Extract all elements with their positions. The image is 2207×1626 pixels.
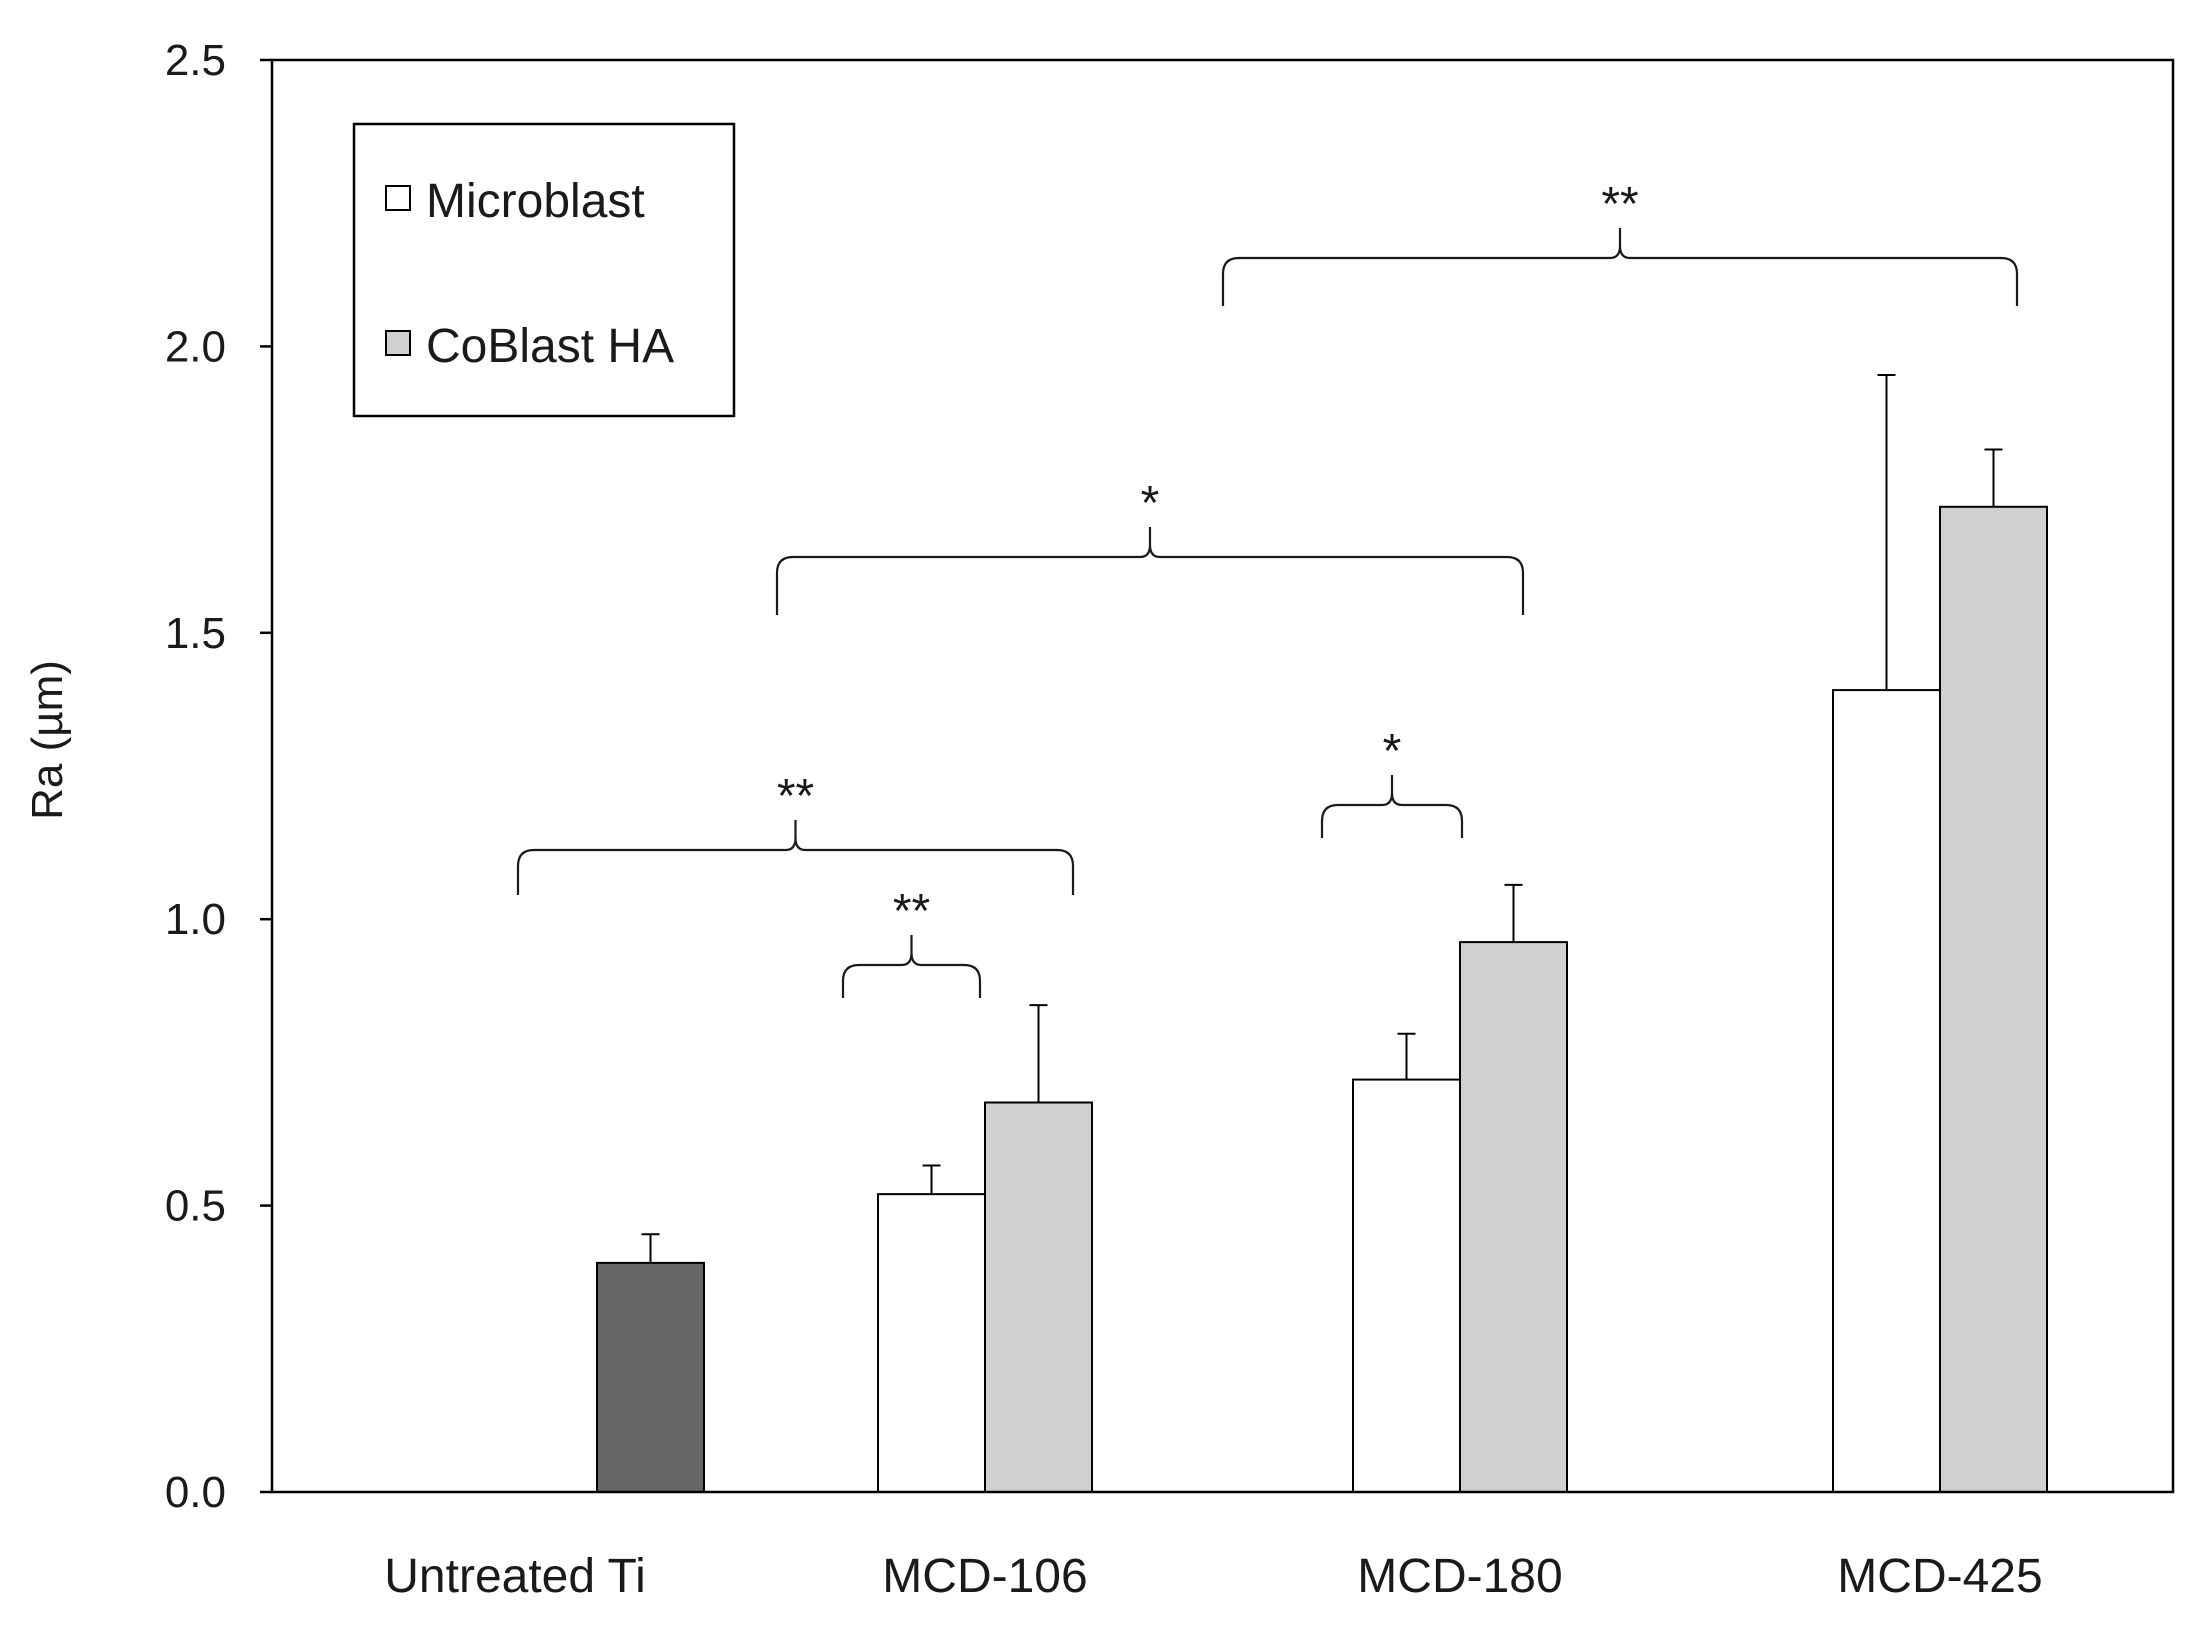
- legend-swatch-microblast: [385, 185, 411, 211]
- x-tick-label-mcd-180: MCD-180: [1357, 1550, 1562, 1603]
- bar-mcd-180-coblast-ha: [1459, 941, 1568, 1493]
- bar-mcd-180-microblast: [1352, 1078, 1461, 1493]
- plot-frame: [270, 58, 2175, 1494]
- y-axis: 0.0 0.5 1.0 1.5 2.0 2.5: [165, 36, 272, 1517]
- significance-label-3: *: [1141, 477, 1160, 530]
- x-tick-label-mcd-425: MCD-425: [1837, 1550, 2042, 1603]
- y-tick-label-5: 2.5: [165, 36, 226, 85]
- y-tick-label-4: 2.0: [165, 322, 226, 371]
- significance-label-4: **: [1601, 178, 1638, 231]
- x-tick-label-untreated-ti: Untreated Ti: [384, 1550, 645, 1603]
- significance-bracket-4: [1221, 228, 2019, 306]
- y-tick-label-1: 0.5: [165, 1182, 226, 1231]
- significance-bracket-0: [841, 935, 982, 998]
- significance-label-0: **: [893, 885, 930, 938]
- x-tick-label-mcd-106: MCD-106: [882, 1550, 1087, 1603]
- significance-label-1: **: [777, 770, 814, 823]
- legend-box: [352, 122, 736, 418]
- significance-bracket-3: [775, 527, 1525, 615]
- bar-mcd-106-coblast-ha: [984, 1101, 1093, 1493]
- y-tick-label-3: 1.5: [165, 609, 226, 658]
- y-tick-label-2: 1.0: [165, 895, 226, 944]
- bars-group: [596, 505, 2048, 1494]
- legend-label-coblast-ha: CoBlast HA: [426, 320, 674, 373]
- legend: Microblast CoBlast HA: [352, 122, 736, 418]
- y-tick-label-0: 0.0: [165, 1468, 226, 1517]
- legend-swatch-coblast-ha: [385, 330, 411, 356]
- bar-mcd-425-microblast: [1832, 689, 1941, 1493]
- significance-label-2: *: [1383, 725, 1402, 778]
- significance-bracket-2: [1320, 775, 1464, 838]
- y-axis-label: Ra (µm): [23, 660, 72, 820]
- legend-label-microblast: Microblast: [426, 175, 645, 228]
- category-labels-group: Untreated Ti MCD-106 MCD-180 MCD-425: [384, 1550, 2042, 1603]
- significance-brackets-group: ********: [516, 178, 2019, 998]
- bar-untreated-ti-untreated: [596, 1261, 705, 1493]
- bar-mcd-425-coblast-ha: [1939, 505, 2048, 1493]
- bar-mcd-106-microblast: [877, 1193, 986, 1494]
- error-bars-group: [641, 374, 2003, 1263]
- significance-bracket-1: [516, 820, 1075, 895]
